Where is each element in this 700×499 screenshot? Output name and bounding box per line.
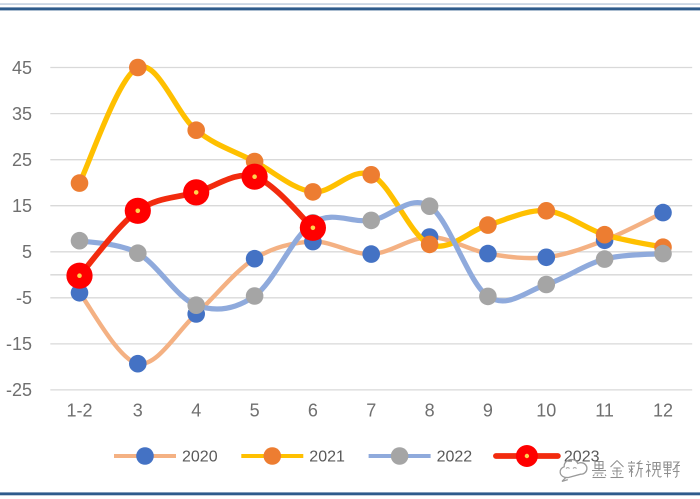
svg-text:-15: -15 xyxy=(6,334,32,354)
svg-text:1-2: 1-2 xyxy=(66,401,92,421)
svg-text:8: 8 xyxy=(425,401,435,421)
svg-text:10: 10 xyxy=(536,401,556,421)
svg-text:5: 5 xyxy=(250,401,260,421)
svg-text:25: 25 xyxy=(12,150,32,170)
svg-text:-5: -5 xyxy=(16,288,32,308)
svg-text:2020: 2020 xyxy=(182,449,218,466)
svg-text:12: 12 xyxy=(653,401,673,421)
svg-text:6: 6 xyxy=(308,401,318,421)
svg-text:2022: 2022 xyxy=(437,449,473,466)
svg-text:7: 7 xyxy=(366,401,376,421)
svg-text:-25: -25 xyxy=(6,380,32,400)
svg-text:5: 5 xyxy=(22,242,32,262)
svg-text:2021: 2021 xyxy=(309,449,345,466)
svg-text:4: 4 xyxy=(191,401,201,421)
svg-text:2023: 2023 xyxy=(564,449,600,466)
svg-text:11: 11 xyxy=(595,401,614,421)
svg-text:35: 35 xyxy=(12,104,32,124)
svg-text:45: 45 xyxy=(12,58,32,78)
svg-text:15: 15 xyxy=(12,196,32,216)
svg-text:3: 3 xyxy=(133,401,143,421)
svg-text:9: 9 xyxy=(483,401,493,421)
